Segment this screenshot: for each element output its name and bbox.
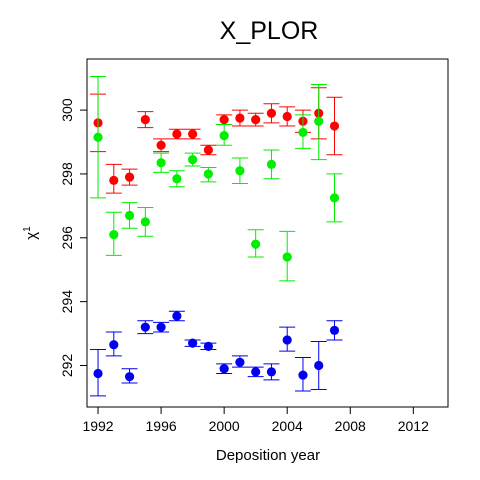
data-point [329,121,340,131]
data-point [219,115,229,125]
data-point [188,129,198,139]
y-tick-label: 298 [59,162,75,186]
data-point [203,145,213,155]
data-point [140,322,150,332]
y-axis: 292 294 296 298 300 [59,98,88,378]
data-point [251,239,261,249]
data-point [156,140,166,150]
y-tick-label: 300 [59,98,75,122]
chart-title: X_PLOR [220,17,319,45]
x-tick-label: 1992 [82,418,113,434]
data-point [282,335,292,345]
x-tick-label: 2008 [335,418,366,434]
data-point [140,217,150,227]
data-point [93,132,103,142]
y-tick-label: 296 [59,226,75,250]
data-point [172,129,182,139]
x-axis-label: Deposition year [216,447,320,464]
x-tick-label: 2012 [398,418,429,434]
data-point [172,311,182,321]
data-point [172,174,182,184]
data-point [235,166,245,176]
data-point [329,325,340,335]
y-axis-label-group: χ1 [22,226,40,240]
data-point [314,116,324,126]
data-point [282,252,292,262]
data-point [156,158,166,168]
data-point [140,115,150,125]
data-point [219,131,229,141]
data-point [266,108,277,118]
data-point [282,111,292,122]
data-point [124,372,135,382]
data-point [298,370,308,380]
data-point [124,210,135,221]
data-point [188,154,198,165]
data-point [109,175,119,185]
data-point [266,159,277,169]
data-point [235,113,245,123]
data-point [266,367,277,377]
data-point [329,193,340,203]
data-point [251,115,261,125]
data-point [109,229,119,240]
data-point [188,338,198,348]
y-tick-label: 294 [59,290,75,314]
y-axis-label: χ1 [22,226,40,240]
data-point [156,322,166,332]
series-2 [90,76,343,282]
x-tick-label: 1996 [146,418,177,434]
data-point [219,364,229,374]
data-point [251,367,261,377]
data-point [124,172,135,182]
y-axis-label-symbol: χ [23,232,40,240]
data-series-layer [90,76,343,397]
y-axis-label-superscript: 1 [22,226,33,232]
x-axis: 1992 1996 2000 2004 2008 2012 [82,406,429,434]
data-point [203,341,213,351]
x-tick-label: 2004 [272,418,303,434]
data-point [298,127,308,138]
data-point [314,360,324,371]
data-point [235,357,245,367]
data-point [203,169,213,179]
y-tick-label: 292 [59,354,75,378]
series-3 [90,310,343,397]
x-tick-label: 2000 [209,418,240,434]
data-point [109,340,119,350]
data-point [93,368,103,379]
series-1 [90,87,343,194]
